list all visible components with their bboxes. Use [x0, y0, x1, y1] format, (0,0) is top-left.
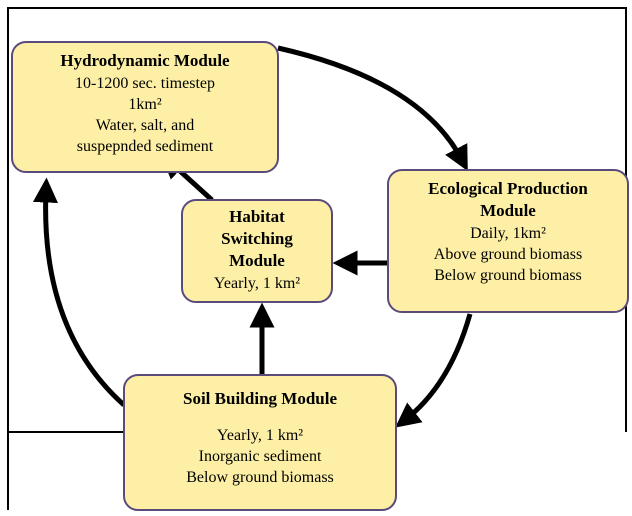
module-detail: 10-1200 sec. timestep — [75, 75, 215, 92]
module-detail: Water, salt, and — [96, 117, 194, 134]
module-title: Ecological Production — [428, 179, 588, 198]
module: Habitat Switching Module Yearly, 1 km² — [181, 199, 333, 303]
modules: Hydrodynamic Module 10-1200 sec. timestep… — [11, 41, 629, 511]
module-box — [123, 374, 397, 511]
module: Soil Building Module Yearly, 1 km² Inorgan… — [123, 374, 397, 511]
module: Hydrodynamic Module 10-1200 sec. timestep… — [11, 41, 279, 173]
module-detail: Yearly, 1 km² — [217, 427, 303, 444]
module-box — [387, 169, 629, 313]
module-title: Soil Building Module — [183, 389, 337, 408]
module-detail: suspepnded sediment — [77, 138, 214, 155]
module-title: Habitat — [229, 207, 285, 226]
module-detail: Daily, 1km² — [470, 225, 546, 242]
module-detail: Below ground biomass — [186, 469, 334, 486]
module-title: Module — [229, 251, 285, 270]
module-detail: Below ground biomass — [434, 267, 582, 284]
module-detail: Yearly, 1 km² — [214, 275, 300, 292]
module-title: Module — [480, 201, 536, 220]
module-title: Switching — [221, 229, 293, 248]
arrow — [32, 177, 126, 407]
module-detail: 1km² — [128, 96, 161, 113]
module-box — [11, 41, 279, 173]
module: Ecological Production Module Daily, 1km² Ab… — [387, 169, 629, 313]
module-detail: Above ground biomass — [434, 246, 582, 263]
arrows — [32, 45, 473, 428]
arrow — [395, 313, 473, 428]
module-title: Hydrodynamic Module — [60, 51, 230, 70]
module-box — [181, 199, 333, 303]
arrow — [277, 45, 468, 172]
module-detail: Inorganic sediment — [199, 448, 322, 465]
